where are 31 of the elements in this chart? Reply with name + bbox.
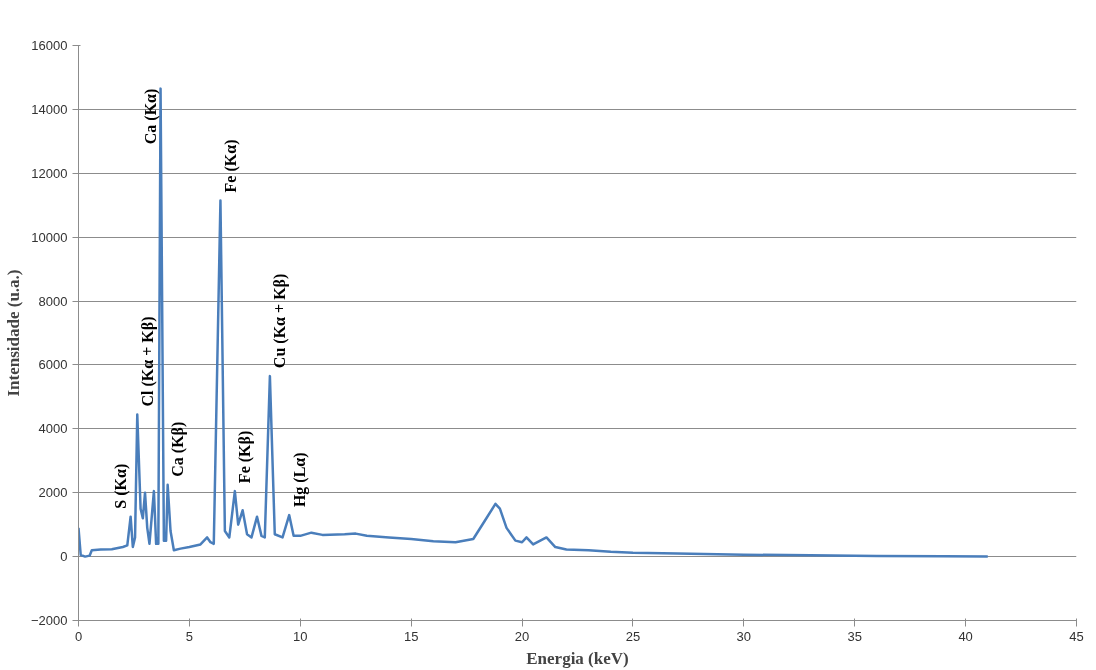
y-tick-label: 14000 — [31, 101, 68, 117]
annotation: Fe (Kβ) — [236, 430, 255, 484]
x-tick-label: 10 — [293, 628, 308, 644]
y-tick-label: 2000 — [38, 485, 68, 501]
x-tick-label: 5 — [185, 628, 194, 644]
annotation: Hg (Lα) — [290, 452, 309, 508]
x-tick-label: 30 — [736, 628, 752, 644]
annotation: Ca (Kα) — [142, 88, 161, 145]
y-tick-label: −2000 — [30, 613, 68, 628]
x-axis-title: Energia (keV) — [526, 648, 629, 668]
y-tick-label: 0 — [60, 549, 68, 565]
annotation: S (Kα) — [112, 463, 131, 509]
x-tick-label: 20 — [514, 628, 530, 644]
y-tick-label: 4000 — [38, 421, 68, 437]
annotation: Ca (Kβ) — [169, 421, 188, 477]
x-tick-label: 45 — [1069, 628, 1084, 644]
x-tick-label: 40 — [958, 628, 973, 644]
y-tick-label: 6000 — [38, 357, 68, 373]
y-tick-label: 12000 — [31, 165, 68, 181]
line-series — [78, 87, 990, 558]
y-tick-label: 10000 — [31, 229, 68, 245]
annotation: Cl (Kα + Kβ) — [138, 316, 157, 407]
x-tick-label: 35 — [847, 628, 862, 644]
y-tick-label: 16000 — [31, 38, 68, 53]
annotation: Cu (Kα + Kβ) — [271, 273, 290, 369]
y-tick-label: 8000 — [38, 293, 68, 309]
x-tick-label: 0 — [74, 628, 83, 644]
x-tick-label: 25 — [625, 628, 641, 644]
annotation: Fe (Kα) — [221, 139, 240, 193]
y-axis-title: Intensidade (u.a.) — [3, 269, 23, 397]
x-tick-label: 15 — [403, 628, 419, 644]
